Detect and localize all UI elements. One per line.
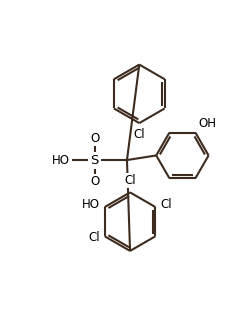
- Text: O: O: [90, 175, 99, 188]
- Text: Cl: Cl: [160, 198, 172, 211]
- Text: Cl: Cl: [88, 231, 100, 244]
- Text: O: O: [90, 132, 99, 145]
- Text: HO: HO: [52, 154, 70, 166]
- Text: OH: OH: [199, 117, 217, 130]
- Text: Cl: Cl: [124, 174, 136, 187]
- Text: Cl: Cl: [133, 128, 145, 141]
- Text: HO: HO: [82, 198, 100, 211]
- Text: S: S: [90, 154, 99, 166]
